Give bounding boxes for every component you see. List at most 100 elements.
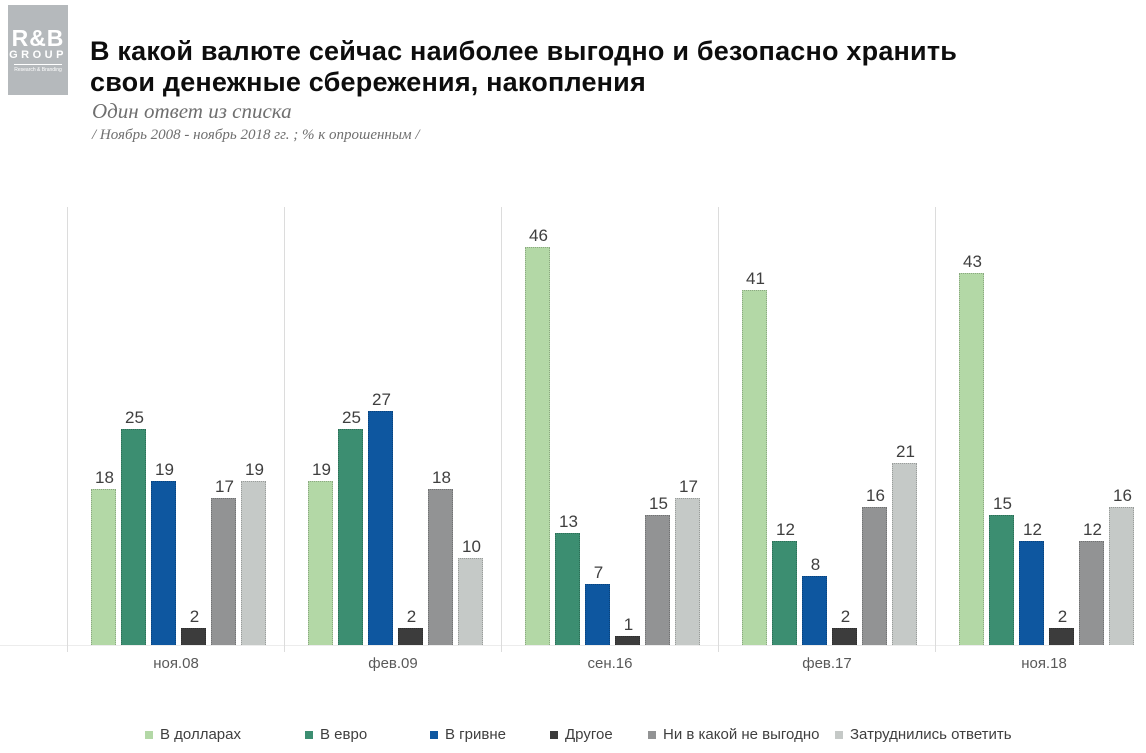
chart-note: / Ноябрь 2008 - ноябрь 2018 гг. ; % к оп… xyxy=(92,127,420,143)
bar-value-label: 25 xyxy=(342,408,361,427)
bar-value-label: 13 xyxy=(559,512,578,531)
bars-container: 41 12 8 2 16 21 xyxy=(742,269,917,645)
bar-value-label: 43 xyxy=(963,252,982,271)
bar-Ни в какой не выгодно-фев.17: 16 xyxy=(862,486,887,645)
x-axis-baseline xyxy=(0,645,1070,646)
bar-value-label: 15 xyxy=(993,494,1012,513)
bar-value-label: 2 xyxy=(189,607,200,626)
axis-tick xyxy=(501,645,502,652)
bar-group-фев.17: 41 12 8 2 16 21 фев.17 xyxy=(718,207,935,672)
bar-В евро-фев.09: 25 xyxy=(338,408,363,645)
bar-Ни в какой не выгодно-ноя.08: 17 xyxy=(211,477,236,645)
bar-Ни в какой не выгодно-ноя.18: 12 xyxy=(1079,520,1104,645)
bar-value-label: 2 xyxy=(1057,607,1068,626)
bar-Затруднились ответить-сен.16: 17 xyxy=(675,477,700,645)
bar-Ни в какой не выгодно-фев.09: 18 xyxy=(428,468,453,645)
bar-В евро-фев.17: 12 xyxy=(772,520,797,645)
page-title-line2: свои денежные сбережения, накопления xyxy=(90,67,646,97)
bar-group-ноя.18: 43 15 12 2 12 16 ноя.18 xyxy=(935,207,1146,672)
axis-tick xyxy=(67,645,68,652)
bar-value-label: 12 xyxy=(1083,520,1102,539)
legend-label: Другое xyxy=(565,726,613,743)
bar-Другое-фев.17: 2 xyxy=(832,607,857,645)
legend-swatch-icon xyxy=(835,730,843,739)
legend-item-В долларах: В долларах xyxy=(145,726,241,743)
bar-Ни в какой не выгодно-сен.16: 15 xyxy=(645,494,670,645)
bar-value-label: 19 xyxy=(245,460,264,479)
bar-group-фев.09: 19 25 27 2 18 10 фев.09 xyxy=(284,207,501,672)
bar-value-label: 19 xyxy=(155,460,174,479)
bar-value-label: 17 xyxy=(215,477,234,496)
bar-В гривне-сен.16: 7 xyxy=(585,563,610,645)
bar-value-label: 46 xyxy=(529,226,548,245)
category-label-сен.16: сен.16 xyxy=(587,655,633,672)
bars-container: 43 15 12 2 12 16 xyxy=(959,252,1134,645)
bar-В долларах-ноя.18: 43 xyxy=(959,252,984,645)
bar-value-label: 12 xyxy=(1023,520,1042,539)
bar-value-label: 17 xyxy=(679,477,698,496)
bar-value-label: 25 xyxy=(125,408,144,427)
bar-value-label: 41 xyxy=(746,269,765,288)
bar-В евро-сен.16: 13 xyxy=(555,512,580,645)
logo-text-group: GROUP xyxy=(9,48,67,61)
bar-value-label: 2 xyxy=(406,607,417,626)
bar-В евро-ноя.18: 15 xyxy=(989,494,1014,645)
axis-tick xyxy=(284,645,285,652)
legend-item-В евро: В евро xyxy=(305,726,367,743)
bar-value-label: 8 xyxy=(810,555,821,574)
bar-value-label: 27 xyxy=(372,390,391,409)
bar-Другое-ноя.18: 2 xyxy=(1049,607,1074,645)
bar-В долларах-фев.17: 41 xyxy=(742,269,767,645)
bar-В гривне-ноя.18: 12 xyxy=(1019,520,1044,645)
bar-В гривне-ноя.08: 19 xyxy=(151,460,176,645)
bar-Затруднились ответить-фев.09: 10 xyxy=(458,537,483,645)
category-label-фев.09: фев.09 xyxy=(368,655,418,672)
bar-value-label: 15 xyxy=(649,494,668,513)
legend-swatch-icon xyxy=(550,730,558,739)
bar-В гривне-фев.17: 8 xyxy=(802,555,827,645)
chart-subtitle: Один ответ из списка xyxy=(92,99,292,123)
bars-container: 18 25 19 2 17 19 xyxy=(91,408,266,645)
bar-Затруднились ответить-ноя.18: 16 xyxy=(1109,486,1134,645)
bar-value-label: 1 xyxy=(623,615,634,634)
bar-Затруднились ответить-фев.17: 21 xyxy=(892,442,917,645)
bar-В гривне-фев.09: 27 xyxy=(368,390,393,645)
legend-label: Ни в какой не выгодно xyxy=(663,726,820,743)
rb-group-logo: R&B GROUP Research & Branding xyxy=(8,5,68,95)
bar-group-ноя.08: 18 25 19 2 17 19 ноя.08 xyxy=(67,207,284,672)
bar-value-label: 18 xyxy=(95,468,114,487)
logo-text-research-branding: Research & Branding xyxy=(14,63,62,74)
bar-value-label: 16 xyxy=(1113,486,1132,505)
bar-В долларах-ноя.08: 18 xyxy=(91,468,116,645)
logo-text-rb: R&B xyxy=(11,24,65,51)
bar-Затруднились ответить-ноя.08: 19 xyxy=(241,460,266,645)
page-title: В какой валюте сейчас наиболее выгодно и… xyxy=(90,36,1110,98)
legend-swatch-icon xyxy=(145,730,153,739)
legend-item-Другое: Другое xyxy=(550,726,613,743)
category-label-ноя.08: ноя.08 xyxy=(153,655,199,672)
bars-container: 19 25 27 2 18 10 xyxy=(308,390,483,645)
legend-swatch-icon xyxy=(305,730,313,739)
axis-tick xyxy=(935,645,936,652)
legend-label: В долларах xyxy=(160,726,241,743)
category-label-фев.17: фев.17 xyxy=(802,655,852,672)
legend-swatch-icon xyxy=(430,730,438,739)
legend-item-Ни в какой не выгодно: Ни в какой не выгодно xyxy=(648,726,819,743)
bar-value-label: 12 xyxy=(776,520,795,539)
bar-value-label: 21 xyxy=(896,442,915,461)
bar-value-label: 2 xyxy=(840,607,851,626)
bar-В евро-ноя.08: 25 xyxy=(121,408,146,645)
legend-item-В гривне: В гривне xyxy=(430,726,506,743)
bar-group-сен.16: 46 13 7 1 15 17 сен.16 xyxy=(501,207,718,672)
bar-В долларах-фев.09: 19 xyxy=(308,460,333,645)
legend-swatch-icon xyxy=(648,730,656,739)
legend-item-Затруднились ответить: Затруднились ответить xyxy=(835,726,1012,743)
axis-tick xyxy=(718,645,719,652)
bar-Другое-ноя.08: 2 xyxy=(181,607,206,645)
bar-chart: 18 25 19 2 17 19 ноя.08 19 25 27 2 18 10 фев.09 46 13 7 1… xyxy=(67,207,1146,672)
bar-Другое-фев.09: 2 xyxy=(398,607,423,645)
bar-value-label: 19 xyxy=(312,460,331,479)
chart-legend: В долларах В евро В гривне Другое Ни в какой… xyxy=(0,726,1146,748)
bar-value-label: 10 xyxy=(462,537,481,556)
category-label-ноя.18: ноя.18 xyxy=(1021,655,1067,672)
